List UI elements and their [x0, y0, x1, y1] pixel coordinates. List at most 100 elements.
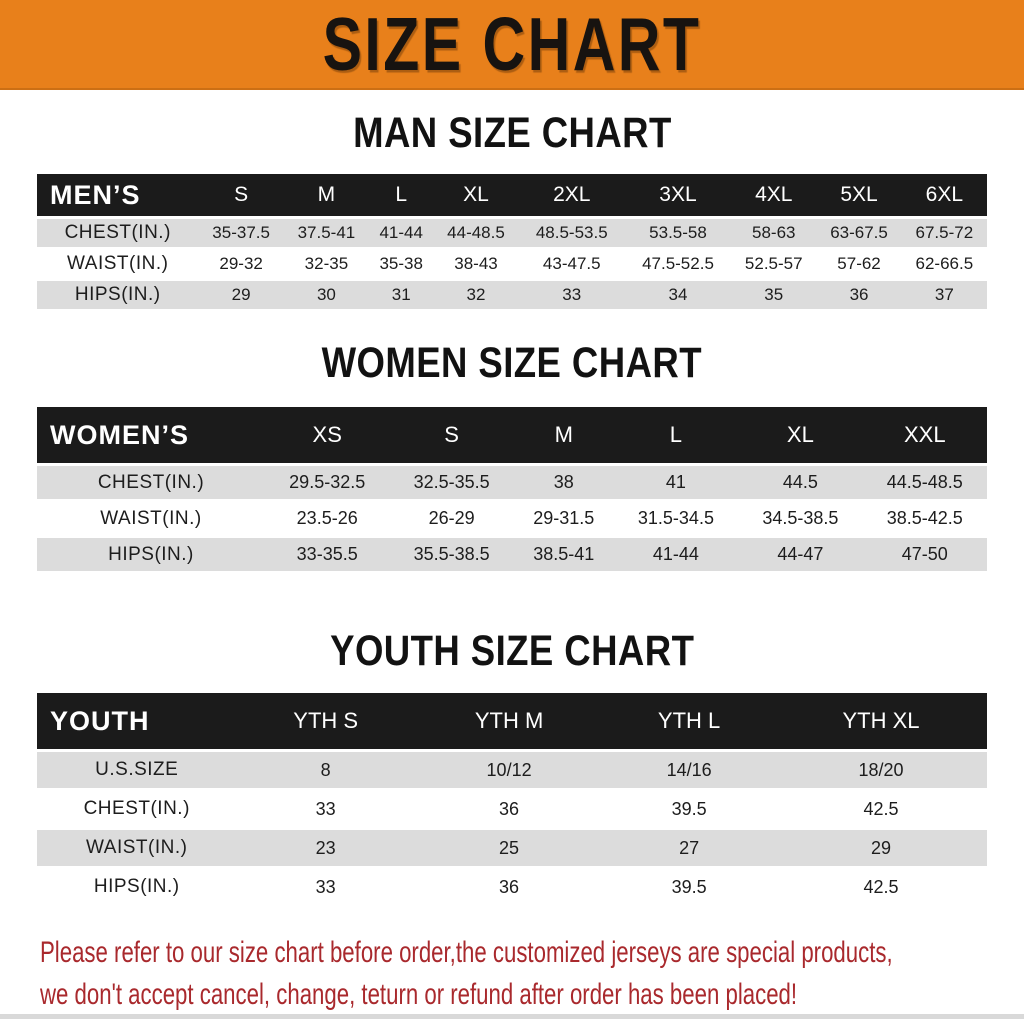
size-value-cell: 35 [731, 281, 817, 309]
table-row: WAIST(IN.) 23 25 27 29 [37, 830, 987, 866]
man-size-table: MEN’S S M L XL 2XL 3XL 4XL 5XL 6XL CHEST(IN.) 35-37… [37, 171, 987, 312]
size-value-cell: 53.5-58 [624, 219, 732, 247]
size-charts-main: MAN SIZE CHART MEN’S S M L XL 2XL 3XL 4XL 5XL 6XL… [0, 110, 1024, 908]
size-header-cell: XXL [862, 407, 987, 463]
man-size-section: MAN SIZE CHART MEN’S S M L XL 2XL 3XL 4XL 5XL 6XL… [0, 110, 1024, 312]
size-value-cell: 38.5-41 [513, 538, 614, 571]
row-label-cell: WAIST(IN.) [37, 502, 265, 535]
size-header-cell: 2XL [518, 174, 625, 216]
size-header-cell: L [369, 174, 434, 216]
youth-size-section: YOUTH SIZE CHART YOUTH YTH S YTH M YTH L YTH… [0, 628, 1024, 908]
row-label-cell: HIPS(IN.) [37, 869, 237, 905]
size-value-cell: 36 [414, 869, 604, 905]
size-value-cell: 34.5-38.5 [738, 502, 863, 535]
size-value-cell: 18/20 [774, 752, 987, 788]
header-row: YOUTH YTH S YTH M YTH L YTH XL [37, 693, 987, 749]
man-size-heading-text: MAN SIZE CHART [352, 109, 672, 157]
size-header-cell: S [389, 407, 514, 463]
category-label-cell: MEN’S [37, 174, 199, 216]
size-value-cell: 42.5 [774, 791, 987, 827]
size-value-cell: 47-50 [862, 538, 987, 571]
size-header-cell: YTH S [236, 693, 415, 749]
category-label-cell: WOMEN’S [37, 407, 265, 463]
size-value-cell: 35.5-38.5 [389, 538, 514, 571]
footer-note: Please refer to our size chart before or… [0, 934, 1024, 1018]
size-value-cell: 35-37.5 [198, 219, 284, 247]
size-value-cell: 30 [283, 281, 370, 309]
women-size-table: WOMEN’S XS S M L XL XXL CHEST(IN.) 29.5-32.5 32.5… [37, 404, 987, 574]
size-value-cell: 31 [369, 281, 434, 309]
size-header-cell: XL [433, 174, 519, 216]
table-row: WAIST(IN.) 29-32 32-35 35-38 38-43 43-47.5 47.… [37, 250, 987, 278]
row-label-cell: CHEST(IN.) [37, 791, 237, 827]
row-label-cell: CHEST(IN.) [37, 219, 199, 247]
size-value-cell: 62-66.5 [901, 250, 987, 278]
row-label-cell: U.S.SIZE [37, 752, 237, 788]
size-value-cell: 37 [901, 281, 987, 309]
table-row: HIPS(IN.) 33-35.5 35.5-38.5 38.5-41 41-44 44-… [37, 538, 987, 571]
note-line-1: Please refer to our size chart before or… [40, 934, 1024, 976]
size-chart-banner: SIZE CHART [0, 0, 1024, 90]
size-value-cell: 14/16 [603, 752, 775, 788]
size-value-cell: 32.5-35.5 [389, 466, 514, 499]
size-value-cell: 36 [816, 281, 902, 309]
size-value-cell: 47.5-52.5 [624, 250, 732, 278]
size-value-cell: 27 [603, 830, 775, 866]
header-row: WOMEN’S XS S M L XL XXL [37, 407, 987, 463]
size-header-cell: 4XL [731, 174, 817, 216]
table-row: U.S.SIZE 8 10/12 14/16 18/20 [37, 752, 987, 788]
size-value-cell: 36 [414, 791, 604, 827]
row-label-cell: WAIST(IN.) [37, 830, 237, 866]
row-label-cell: CHEST(IN.) [37, 466, 265, 499]
banner-title: SIZE CHART [322, 3, 702, 88]
size-value-cell: 41-44 [369, 219, 434, 247]
size-value-cell: 33 [236, 791, 415, 827]
row-label-cell: HIPS(IN.) [37, 281, 199, 309]
table-row: WAIST(IN.) 23.5-26 26-29 29-31.5 31.5-34.5 34… [37, 502, 987, 535]
table-row: CHEST(IN.) 35-37.5 37.5-41 41-44 44-48.5 48.5… [37, 219, 987, 247]
size-value-cell: 8 [236, 752, 415, 788]
size-header-cell: M [283, 174, 370, 216]
note-line-2: we don't accept cancel, change, teturn o… [40, 976, 1024, 1018]
youth-size-table: YOUTH YTH S YTH M YTH L YTH XL U.S.SIZE 8 10/12… [37, 690, 987, 908]
women-size-section: WOMEN SIZE CHART WOMEN’S XS S M L XL XXL CHEST(… [0, 340, 1024, 574]
note-line-1-text: Please refer to our size chart before or… [40, 936, 893, 969]
category-label-cell: YOUTH [37, 693, 237, 749]
size-value-cell: 42.5 [774, 869, 987, 905]
size-header-cell: M [513, 407, 614, 463]
size-header-cell: L [613, 407, 739, 463]
size-value-cell: 33-35.5 [265, 538, 390, 571]
size-value-cell: 67.5-72 [901, 219, 987, 247]
size-value-cell: 35-38 [369, 250, 434, 278]
row-label-cell: HIPS(IN.) [37, 538, 265, 571]
size-value-cell: 58-63 [731, 219, 817, 247]
size-value-cell: 33 [518, 281, 625, 309]
size-value-cell: 63-67.5 [816, 219, 902, 247]
size-header-cell: YTH XL [774, 693, 987, 749]
size-value-cell: 43-47.5 [518, 250, 625, 278]
size-value-cell: 29-31.5 [513, 502, 614, 535]
size-value-cell: 29 [774, 830, 987, 866]
size-value-cell: 41-44 [613, 538, 739, 571]
youth-size-heading: YOUTH SIZE CHART [0, 628, 1024, 674]
size-value-cell: 44.5-48.5 [862, 466, 987, 499]
size-header-cell: 3XL [624, 174, 732, 216]
size-value-cell: 39.5 [603, 869, 775, 905]
size-value-cell: 32 [433, 281, 519, 309]
size-value-cell: 23.5-26 [265, 502, 390, 535]
size-value-cell: 57-62 [816, 250, 902, 278]
size-value-cell: 44-48.5 [433, 219, 519, 247]
size-value-cell: 29-32 [198, 250, 284, 278]
size-value-cell: 38 [513, 466, 614, 499]
size-value-cell: 25 [414, 830, 604, 866]
women-size-heading-text: WOMEN SIZE CHART [321, 339, 703, 387]
size-value-cell: 32-35 [283, 250, 370, 278]
size-value-cell: 29.5-32.5 [265, 466, 390, 499]
size-header-cell: YTH M [414, 693, 604, 749]
size-value-cell: 48.5-53.5 [518, 219, 625, 247]
man-size-heading: MAN SIZE CHART [0, 110, 1024, 156]
women-size-heading: WOMEN SIZE CHART [0, 340, 1024, 386]
table-row: HIPS(IN.) 33 36 39.5 42.5 [37, 869, 987, 905]
size-value-cell: 29 [198, 281, 284, 309]
